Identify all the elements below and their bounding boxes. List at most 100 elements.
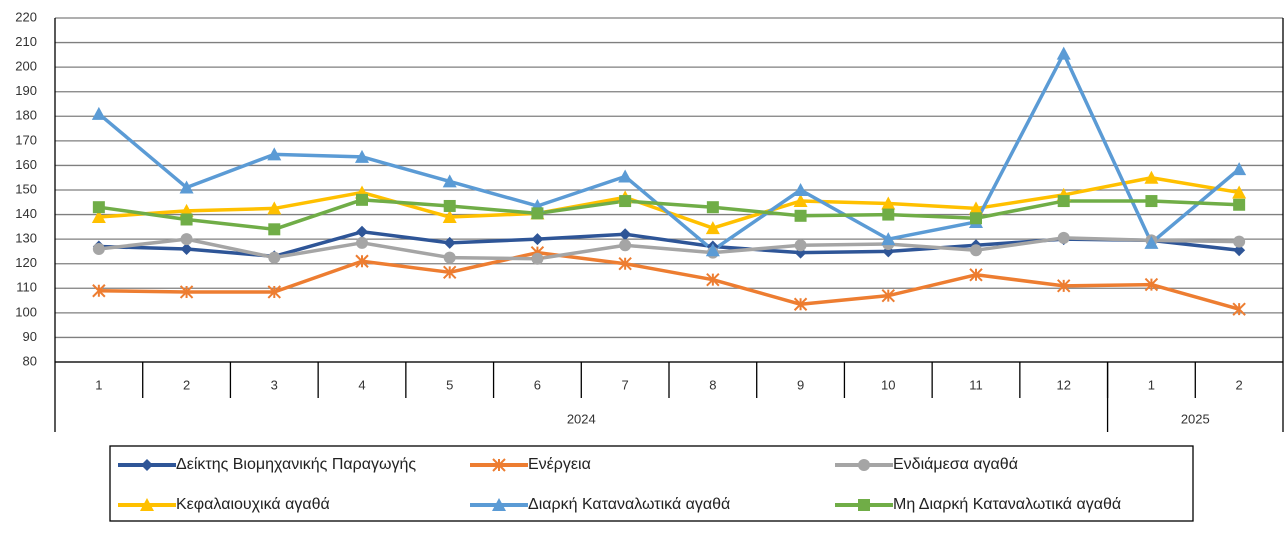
point [706, 201, 719, 214]
y-tick-label: 170 [15, 132, 37, 147]
series-line [97, 51, 1241, 252]
point [442, 210, 457, 224]
x-tick-label: 6 [534, 377, 541, 392]
y-tick-label: 220 [15, 9, 37, 24]
point [92, 201, 105, 214]
point [1232, 162, 1247, 176]
y-tick-label: 180 [15, 108, 37, 123]
series-line [98, 250, 1240, 311]
point [882, 208, 895, 221]
point [619, 228, 632, 241]
point [531, 207, 544, 220]
point [970, 212, 982, 225]
point [267, 147, 282, 161]
point [969, 268, 983, 282]
point [793, 183, 808, 196]
y-tick-label: 110 [16, 280, 37, 295]
point [1144, 170, 1159, 184]
y-tick-label: 100 [15, 304, 37, 319]
legend-label: Δείκτης Βιομηχανικής Παραγωγής [176, 456, 416, 473]
point [1233, 198, 1246, 211]
point [794, 239, 807, 252]
point [268, 223, 281, 236]
x-tick-label: 1 [95, 377, 102, 392]
point [268, 251, 281, 264]
point [881, 232, 896, 246]
x-tick-label: 3 [271, 377, 278, 392]
point [1232, 185, 1247, 199]
legend-marker [141, 459, 153, 471]
point [356, 236, 368, 249]
point [443, 236, 456, 249]
x-group-label: 2025 [1181, 411, 1210, 426]
y-tick-label: 130 [15, 231, 37, 246]
legend-marker [492, 458, 506, 472]
point [356, 225, 368, 238]
point [1056, 46, 1071, 60]
y-tick-label: 150 [15, 181, 37, 196]
y-tick-label: 80 [23, 353, 37, 368]
point [793, 194, 808, 208]
point [1233, 244, 1246, 257]
point [267, 201, 282, 215]
point [1057, 195, 1070, 208]
x-tick-label: 12 [1056, 377, 1070, 392]
legend-label: Ενδιάμεσα αγαθά [893, 456, 1018, 473]
point [355, 254, 369, 268]
point [91, 210, 106, 224]
x-tick-label: 10 [881, 377, 895, 392]
point [705, 221, 720, 235]
legend-marker [492, 498, 506, 511]
legend-box [109, 445, 1194, 522]
legend-label: Διαρκή Καταναλωτικά αγαθά [528, 496, 730, 513]
point [1144, 277, 1159, 292]
y-tick-label: 200 [15, 59, 37, 74]
point [881, 196, 896, 210]
series-line [98, 236, 1240, 261]
point [179, 285, 194, 299]
point [969, 201, 983, 215]
point [1057, 231, 1070, 244]
legend-label: Μη Διαρκή Καταναλωτικά αγαθά [893, 496, 1121, 513]
point [1057, 279, 1071, 293]
point [793, 297, 808, 311]
y-tick-label: 140 [15, 206, 37, 221]
point [881, 288, 895, 303]
x-tick-label: 5 [446, 377, 453, 392]
legend-label: Κεφαλαιουχικά αγαθά [176, 496, 330, 513]
point [970, 244, 982, 257]
point [92, 284, 106, 298]
y-tick-label: 120 [15, 255, 37, 270]
point [180, 233, 193, 246]
point [179, 180, 194, 194]
point [443, 199, 456, 212]
x-tick-label: 2 [1236, 377, 1243, 392]
point [1145, 195, 1158, 208]
point [1144, 235, 1159, 249]
x-tick-label: 11 [969, 377, 983, 392]
point [618, 257, 632, 271]
series-line [98, 198, 1240, 232]
x-tick-label: 4 [358, 377, 365, 392]
x-group-label: 2024 [567, 411, 596, 426]
point [356, 193, 368, 206]
y-tick-label: 90 [23, 329, 37, 344]
y-tick-label: 210 [15, 34, 37, 49]
x-tick-label: 2 [183, 377, 190, 392]
x-tick-label: 9 [797, 377, 804, 392]
point [531, 233, 544, 246]
point [705, 243, 720, 257]
point [1233, 235, 1246, 248]
x-tick-label: 8 [709, 377, 716, 392]
point [443, 265, 457, 280]
point [442, 174, 457, 188]
point [531, 252, 544, 265]
legend-label: Ενέργεια [528, 456, 591, 473]
point [267, 285, 281, 299]
y-tick-label: 160 [15, 157, 37, 172]
legend-marker [858, 459, 870, 471]
point [619, 239, 632, 252]
point [355, 149, 369, 163]
point [443, 251, 456, 264]
